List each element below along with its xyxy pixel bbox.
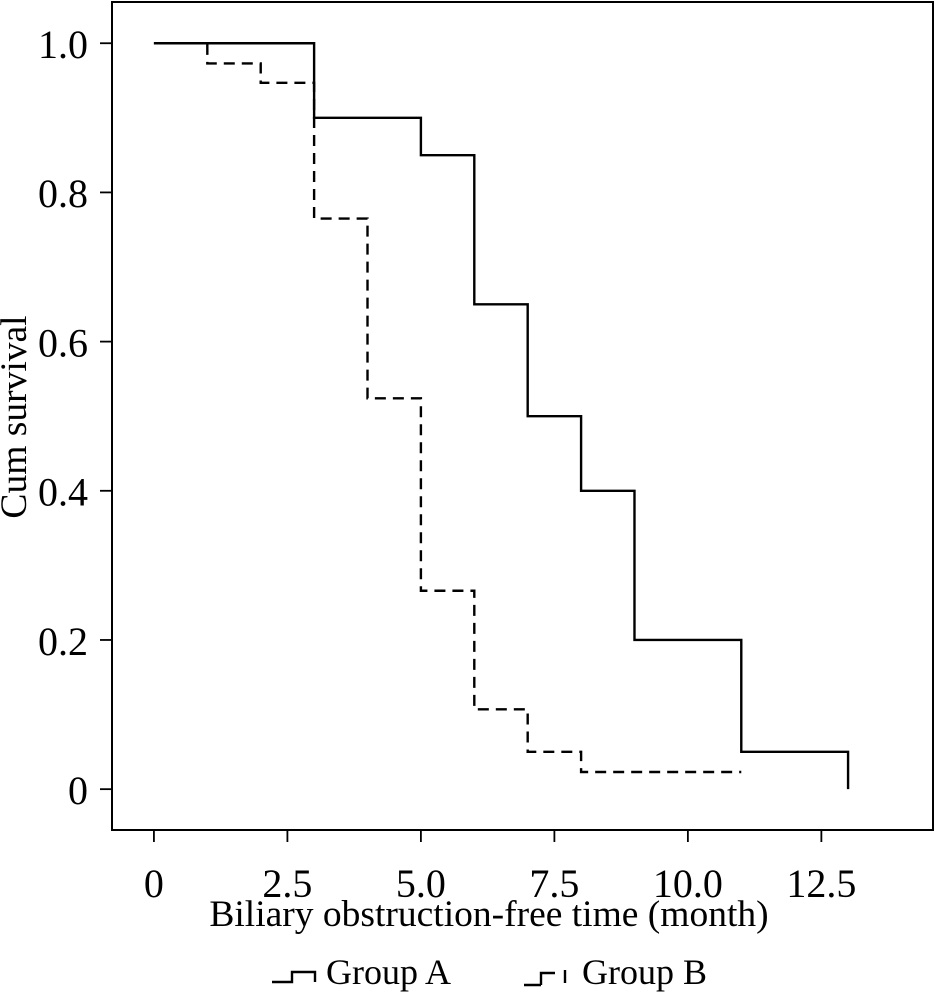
svg-text:0.4: 0.4 (38, 470, 88, 515)
svg-text:0: 0 (144, 861, 164, 906)
svg-text:0: 0 (68, 768, 88, 813)
svg-text:Group A: Group A (326, 952, 451, 992)
svg-text:Group B: Group B (582, 952, 707, 992)
svg-text:0.8: 0.8 (38, 171, 88, 216)
svg-text:12.5: 12.5 (786, 861, 856, 906)
svg-text:Biliary obstruction-free time: Biliary obstruction-free time (month) (209, 894, 768, 935)
svg-text:0.6: 0.6 (38, 320, 88, 365)
svg-text:Cum survival: Cum survival (0, 315, 35, 518)
svg-text:0.2: 0.2 (38, 619, 88, 664)
svg-text:1.0: 1.0 (38, 22, 88, 67)
